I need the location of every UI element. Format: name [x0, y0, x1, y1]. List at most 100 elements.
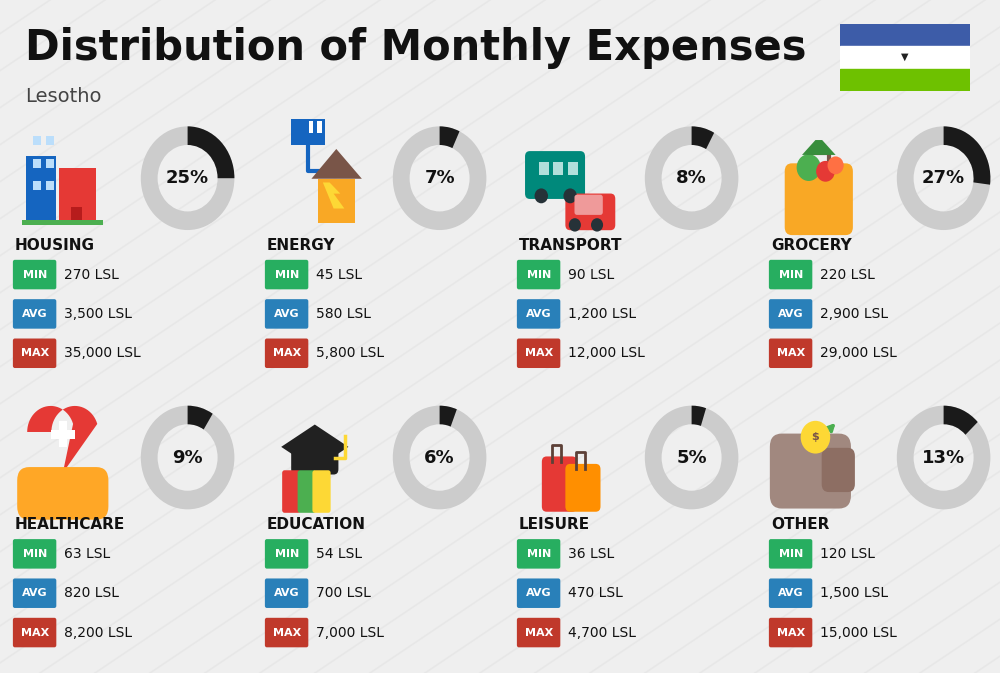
FancyBboxPatch shape — [13, 618, 56, 647]
Circle shape — [828, 156, 844, 174]
Text: MAX: MAX — [21, 349, 49, 359]
FancyBboxPatch shape — [265, 260, 308, 289]
FancyBboxPatch shape — [517, 339, 560, 368]
Wedge shape — [897, 127, 990, 230]
Text: 25%: 25% — [166, 169, 209, 187]
FancyBboxPatch shape — [17, 467, 108, 520]
Wedge shape — [897, 406, 990, 509]
FancyBboxPatch shape — [565, 464, 600, 511]
Wedge shape — [692, 127, 714, 149]
Bar — [59, 421, 67, 447]
Wedge shape — [440, 127, 460, 148]
Bar — [539, 162, 549, 175]
Text: Lesotho: Lesotho — [25, 87, 102, 106]
Text: EDUCATION: EDUCATION — [267, 518, 366, 532]
Text: 90 LSL: 90 LSL — [568, 268, 614, 282]
Wedge shape — [188, 406, 213, 429]
Text: AVG: AVG — [526, 309, 552, 319]
Bar — [26, 156, 56, 223]
Text: 7,000 LSL: 7,000 LSL — [316, 626, 384, 640]
Text: HEALTHCARE: HEALTHCARE — [15, 518, 125, 532]
Polygon shape — [311, 149, 362, 179]
Text: 54 LSL: 54 LSL — [316, 547, 362, 561]
Text: MIN: MIN — [275, 270, 299, 280]
Text: 1,200 LSL: 1,200 LSL — [568, 307, 636, 321]
Text: 8%: 8% — [676, 169, 707, 187]
Text: AVG: AVG — [274, 588, 300, 598]
Wedge shape — [944, 127, 990, 184]
Text: 8,200 LSL: 8,200 LSL — [64, 626, 132, 640]
Bar — [46, 137, 54, 145]
FancyBboxPatch shape — [517, 579, 560, 608]
Text: 7%: 7% — [424, 169, 455, 187]
FancyBboxPatch shape — [282, 470, 300, 513]
FancyBboxPatch shape — [769, 299, 812, 328]
Text: ENERGY: ENERGY — [267, 238, 335, 253]
FancyBboxPatch shape — [13, 260, 56, 289]
FancyBboxPatch shape — [13, 539, 56, 569]
Circle shape — [591, 218, 603, 232]
Text: MAX: MAX — [21, 628, 49, 638]
FancyBboxPatch shape — [291, 448, 338, 474]
Bar — [840, 69, 970, 91]
Wedge shape — [393, 127, 486, 230]
Text: OTHER: OTHER — [771, 518, 829, 532]
FancyBboxPatch shape — [769, 260, 812, 289]
Bar — [840, 46, 970, 69]
FancyBboxPatch shape — [265, 618, 308, 647]
Bar — [568, 162, 578, 175]
Text: 580 LSL: 580 LSL — [316, 307, 371, 321]
Text: ▼: ▼ — [901, 52, 909, 62]
FancyBboxPatch shape — [822, 448, 855, 492]
Text: AVG: AVG — [526, 588, 552, 598]
Circle shape — [801, 421, 830, 454]
Bar — [840, 24, 970, 46]
FancyBboxPatch shape — [565, 194, 615, 230]
Text: 13%: 13% — [922, 448, 965, 466]
Text: 3,500 LSL: 3,500 LSL — [64, 307, 132, 321]
Text: 270 LSL: 270 LSL — [64, 268, 119, 282]
Polygon shape — [281, 425, 348, 469]
Wedge shape — [141, 127, 234, 230]
FancyBboxPatch shape — [574, 194, 603, 215]
Bar — [51, 431, 75, 439]
FancyBboxPatch shape — [769, 539, 812, 569]
Text: 15,000 LSL: 15,000 LSL — [820, 626, 897, 640]
Text: MAX: MAX — [777, 628, 805, 638]
Bar — [291, 119, 325, 145]
Text: 120 LSL: 120 LSL — [820, 547, 875, 561]
Text: 220 LSL: 220 LSL — [820, 268, 875, 282]
FancyBboxPatch shape — [517, 260, 560, 289]
Text: MAX: MAX — [525, 628, 553, 638]
Bar — [33, 137, 41, 145]
Polygon shape — [323, 182, 344, 209]
Bar — [317, 121, 322, 133]
Text: MAX: MAX — [273, 349, 301, 359]
Text: GROCERY: GROCERY — [771, 238, 852, 253]
Text: MAX: MAX — [273, 628, 301, 638]
FancyBboxPatch shape — [517, 539, 560, 569]
Text: 2,900 LSL: 2,900 LSL — [820, 307, 888, 321]
FancyBboxPatch shape — [525, 151, 585, 199]
Circle shape — [535, 188, 548, 203]
Text: 35,000 LSL: 35,000 LSL — [64, 347, 141, 361]
Bar — [46, 181, 54, 190]
FancyBboxPatch shape — [13, 299, 56, 328]
Polygon shape — [318, 179, 355, 223]
Text: MIN: MIN — [779, 270, 803, 280]
Text: Distribution of Monthly Expenses: Distribution of Monthly Expenses — [25, 27, 807, 69]
FancyBboxPatch shape — [542, 456, 577, 511]
FancyBboxPatch shape — [312, 470, 331, 513]
FancyBboxPatch shape — [298, 470, 316, 513]
Bar — [553, 162, 563, 175]
Text: AVG: AVG — [274, 309, 300, 319]
Text: MIN: MIN — [527, 270, 551, 280]
Text: AVG: AVG — [778, 588, 804, 598]
Bar — [33, 181, 41, 190]
Text: 700 LSL: 700 LSL — [316, 586, 371, 600]
Wedge shape — [645, 406, 738, 509]
Bar — [33, 159, 41, 168]
FancyBboxPatch shape — [769, 618, 812, 647]
FancyBboxPatch shape — [770, 433, 851, 509]
Text: MIN: MIN — [23, 549, 47, 559]
